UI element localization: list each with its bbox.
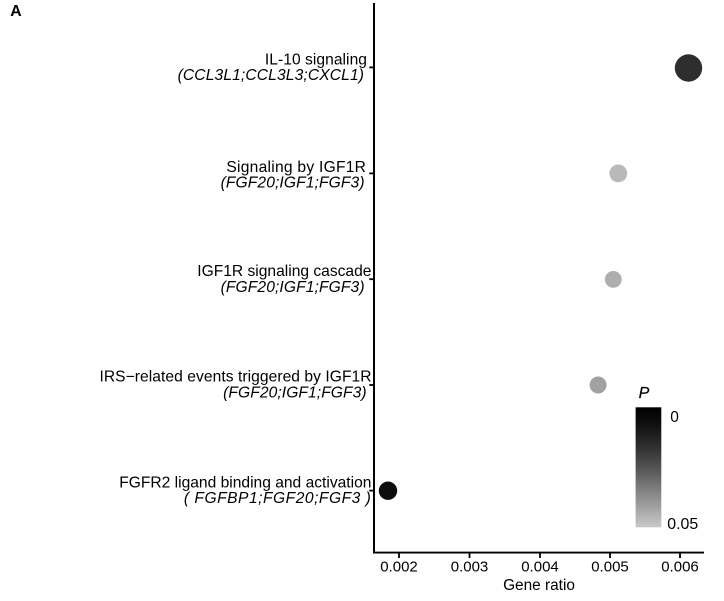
svg-text:( FGFBP1;FGF20;FGF3 ): ( FGFBP1;FGF20;FGF3 ) — [184, 490, 371, 507]
svg-text:0.003: 0.003 — [451, 558, 489, 575]
svg-text:0: 0 — [670, 409, 679, 426]
svg-text:FGFR2 ligand binding and activ: FGFR2 ligand binding and activation — [119, 475, 371, 492]
svg-text:0.006: 0.006 — [661, 558, 699, 575]
svg-text:IGF1R signaling cascade: IGF1R signaling cascade — [197, 263, 371, 280]
svg-text:0.05: 0.05 — [667, 516, 698, 533]
svg-text:IRS−related events triggered b: IRS−related events triggered by IGF1R — [99, 369, 371, 386]
svg-text:(FGF20;IGF1;FGF3): (FGF20;IGF1;FGF3) — [221, 279, 365, 296]
svg-text:(FGF20;IGF1;FGF3): (FGF20;IGF1;FGF3) — [221, 175, 365, 192]
svg-text:(CCL3L1;CCL3L3;CXCL1): (CCL3L1;CCL3L3;CXCL1) — [178, 67, 365, 84]
svg-text:0.002: 0.002 — [380, 558, 418, 575]
svg-text:P: P — [639, 385, 650, 402]
svg-text:Signaling by IGF1R: Signaling by IGF1R — [226, 159, 366, 176]
svg-text:0.004: 0.004 — [521, 558, 559, 575]
svg-text:(FGF20;IGF1;FGF3): (FGF20;IGF1;FGF3) — [223, 384, 367, 401]
svg-text:Gene ratio: Gene ratio — [503, 577, 575, 594]
svg-text:IL-10 signaling: IL-10 signaling — [265, 51, 367, 68]
svg-text:0.005: 0.005 — [591, 558, 629, 575]
svg-text:A: A — [10, 3, 21, 20]
